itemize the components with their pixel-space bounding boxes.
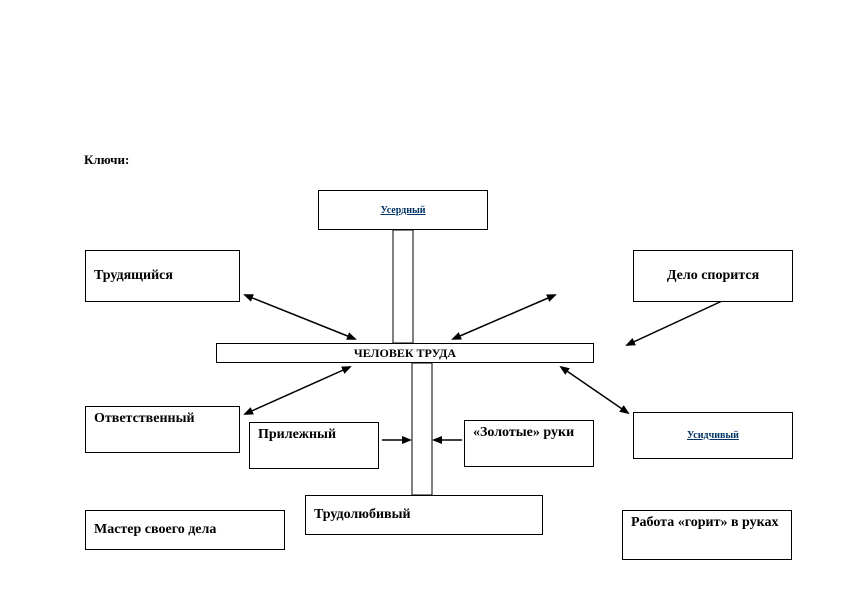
node-label: «Золотые» руки [473,425,574,441]
node-prilezhnyy: Прилежный [249,422,379,469]
arrow [453,295,555,339]
arrow [627,295,735,345]
node-label: Трудолюбивый [314,507,411,523]
node-label: Трудящийся [94,268,173,284]
arrow [245,367,350,414]
node-label: Мастер своего дела [94,522,216,538]
node-trudolyubivyy: Трудолюбивый [305,495,543,535]
node-trudyashchiysya: Трудящийся [85,250,240,302]
node-otvetstvennyy: Ответственный [85,406,240,453]
node-userdnyy: Усердный [318,190,488,230]
node-label: Усердный [380,205,425,216]
node-zolotye_ruki: «Золотые» руки [464,420,594,467]
diagram-canvas: Ключи: Усердный Трудящийся Дело спорится ЧЕ… [0,0,842,595]
node-master: Мастер своего дела [85,510,285,550]
node-label: ЧЕЛОВЕК ТРУДА [354,346,456,361]
node-delo_sporitsya: Дело спорится [633,250,793,302]
node-label: Ответственный [94,411,195,427]
arrow [561,367,628,413]
node-label: Дело спорится [667,268,759,284]
node-label: Прилежный [258,427,336,443]
node-usidchivyy: Усидчивый [633,412,793,459]
node-label: Усидчивый [687,430,739,441]
node-label: Работа «горит» в руках [631,515,779,531]
diagram-title: Ключи: [84,152,129,168]
connector-rect [393,230,413,343]
node-chelovek_truda: ЧЕЛОВЕК ТРУДА [216,343,594,363]
arrow [245,295,355,339]
connector-rect [412,363,432,495]
node-rabota_gorit: Работа «горит» в руках [622,510,792,560]
